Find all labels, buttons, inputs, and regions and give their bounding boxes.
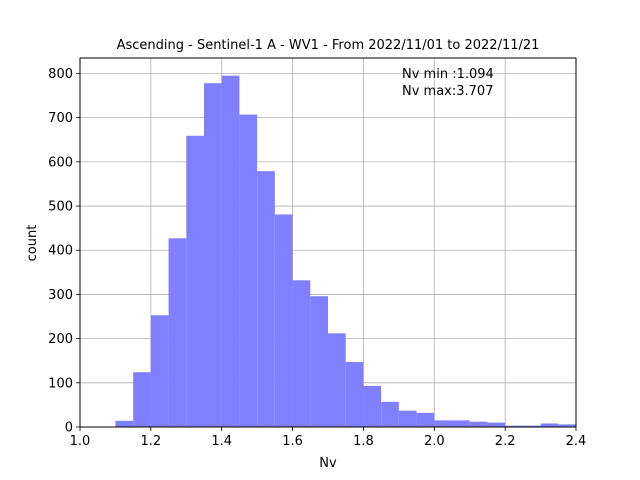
histogram-bar: [204, 83, 222, 428]
x-tick-label: 2.4: [566, 434, 587, 449]
histogram-bar: [452, 420, 470, 427]
histogram-bar: [345, 362, 364, 427]
plot-frame: [79, 57, 577, 428]
histogram-bar: [469, 421, 488, 427]
histogram-bar: [381, 401, 399, 427]
nv-max-annotation: Nv max:3.707: [402, 84, 493, 99]
x-tick-label: 1.2: [141, 434, 162, 449]
x-axis-label: Nv: [319, 456, 337, 471]
histogram-bar: [239, 114, 258, 427]
histogram-bar: [133, 372, 151, 427]
histogram-bar: [274, 214, 293, 427]
x-tick-label: 2.0: [424, 434, 445, 449]
y-tick-label: 100: [48, 376, 73, 391]
histogram-bar: [398, 410, 417, 427]
bars-layer: [115, 75, 576, 428]
y-tick-label: 500: [48, 200, 73, 215]
histogram-bar: [522, 425, 541, 427]
histogram-bar: [310, 296, 328, 427]
x-tick-label: 2.2: [495, 434, 516, 449]
histogram-bar: [558, 424, 576, 427]
histogram-bar: [150, 315, 169, 427]
ticks-layer: 1.0 1.2 1.4 1.6 1.8 2.0 2.2 2.4 0 100 200 300 400 500…: [48, 67, 586, 449]
y-tick-label: 700: [48, 111, 73, 126]
y-tick-label: 300: [48, 288, 73, 303]
y-tick-label: 600: [48, 155, 73, 170]
histogram-bar: [328, 333, 346, 427]
x-tick-label: 1.6: [282, 434, 303, 449]
x-tick-label: 1.0: [70, 434, 91, 449]
histogram-bar: [168, 238, 187, 427]
histogram-bar: [416, 412, 435, 427]
histogram-bar: [434, 420, 452, 427]
y-tick-label: 200: [48, 332, 73, 347]
histogram-bar: [221, 75, 240, 428]
histogram-bar: [487, 422, 506, 427]
histogram-bar: [186, 135, 204, 427]
histogram-bar: [257, 171, 275, 427]
histogram-bar: [505, 425, 523, 427]
chart-title: Ascending - Sentinel-1 A - WV1 - From 20…: [117, 38, 540, 53]
histogram-bar: [292, 280, 311, 427]
x-tick-label: 1.4: [211, 434, 232, 449]
nv-min-annotation: Nv min :1.094: [402, 67, 494, 82]
histogram-bar: [540, 423, 559, 427]
histogram-bar: [115, 420, 134, 427]
y-tick-label: 400: [48, 244, 73, 259]
y-tick-label: 0: [65, 421, 73, 436]
x-tick-label: 1.8: [353, 434, 374, 449]
y-tick-label: 800: [48, 67, 73, 82]
y-axis-label: count: [25, 225, 40, 262]
histogram-bar: [363, 385, 382, 427]
